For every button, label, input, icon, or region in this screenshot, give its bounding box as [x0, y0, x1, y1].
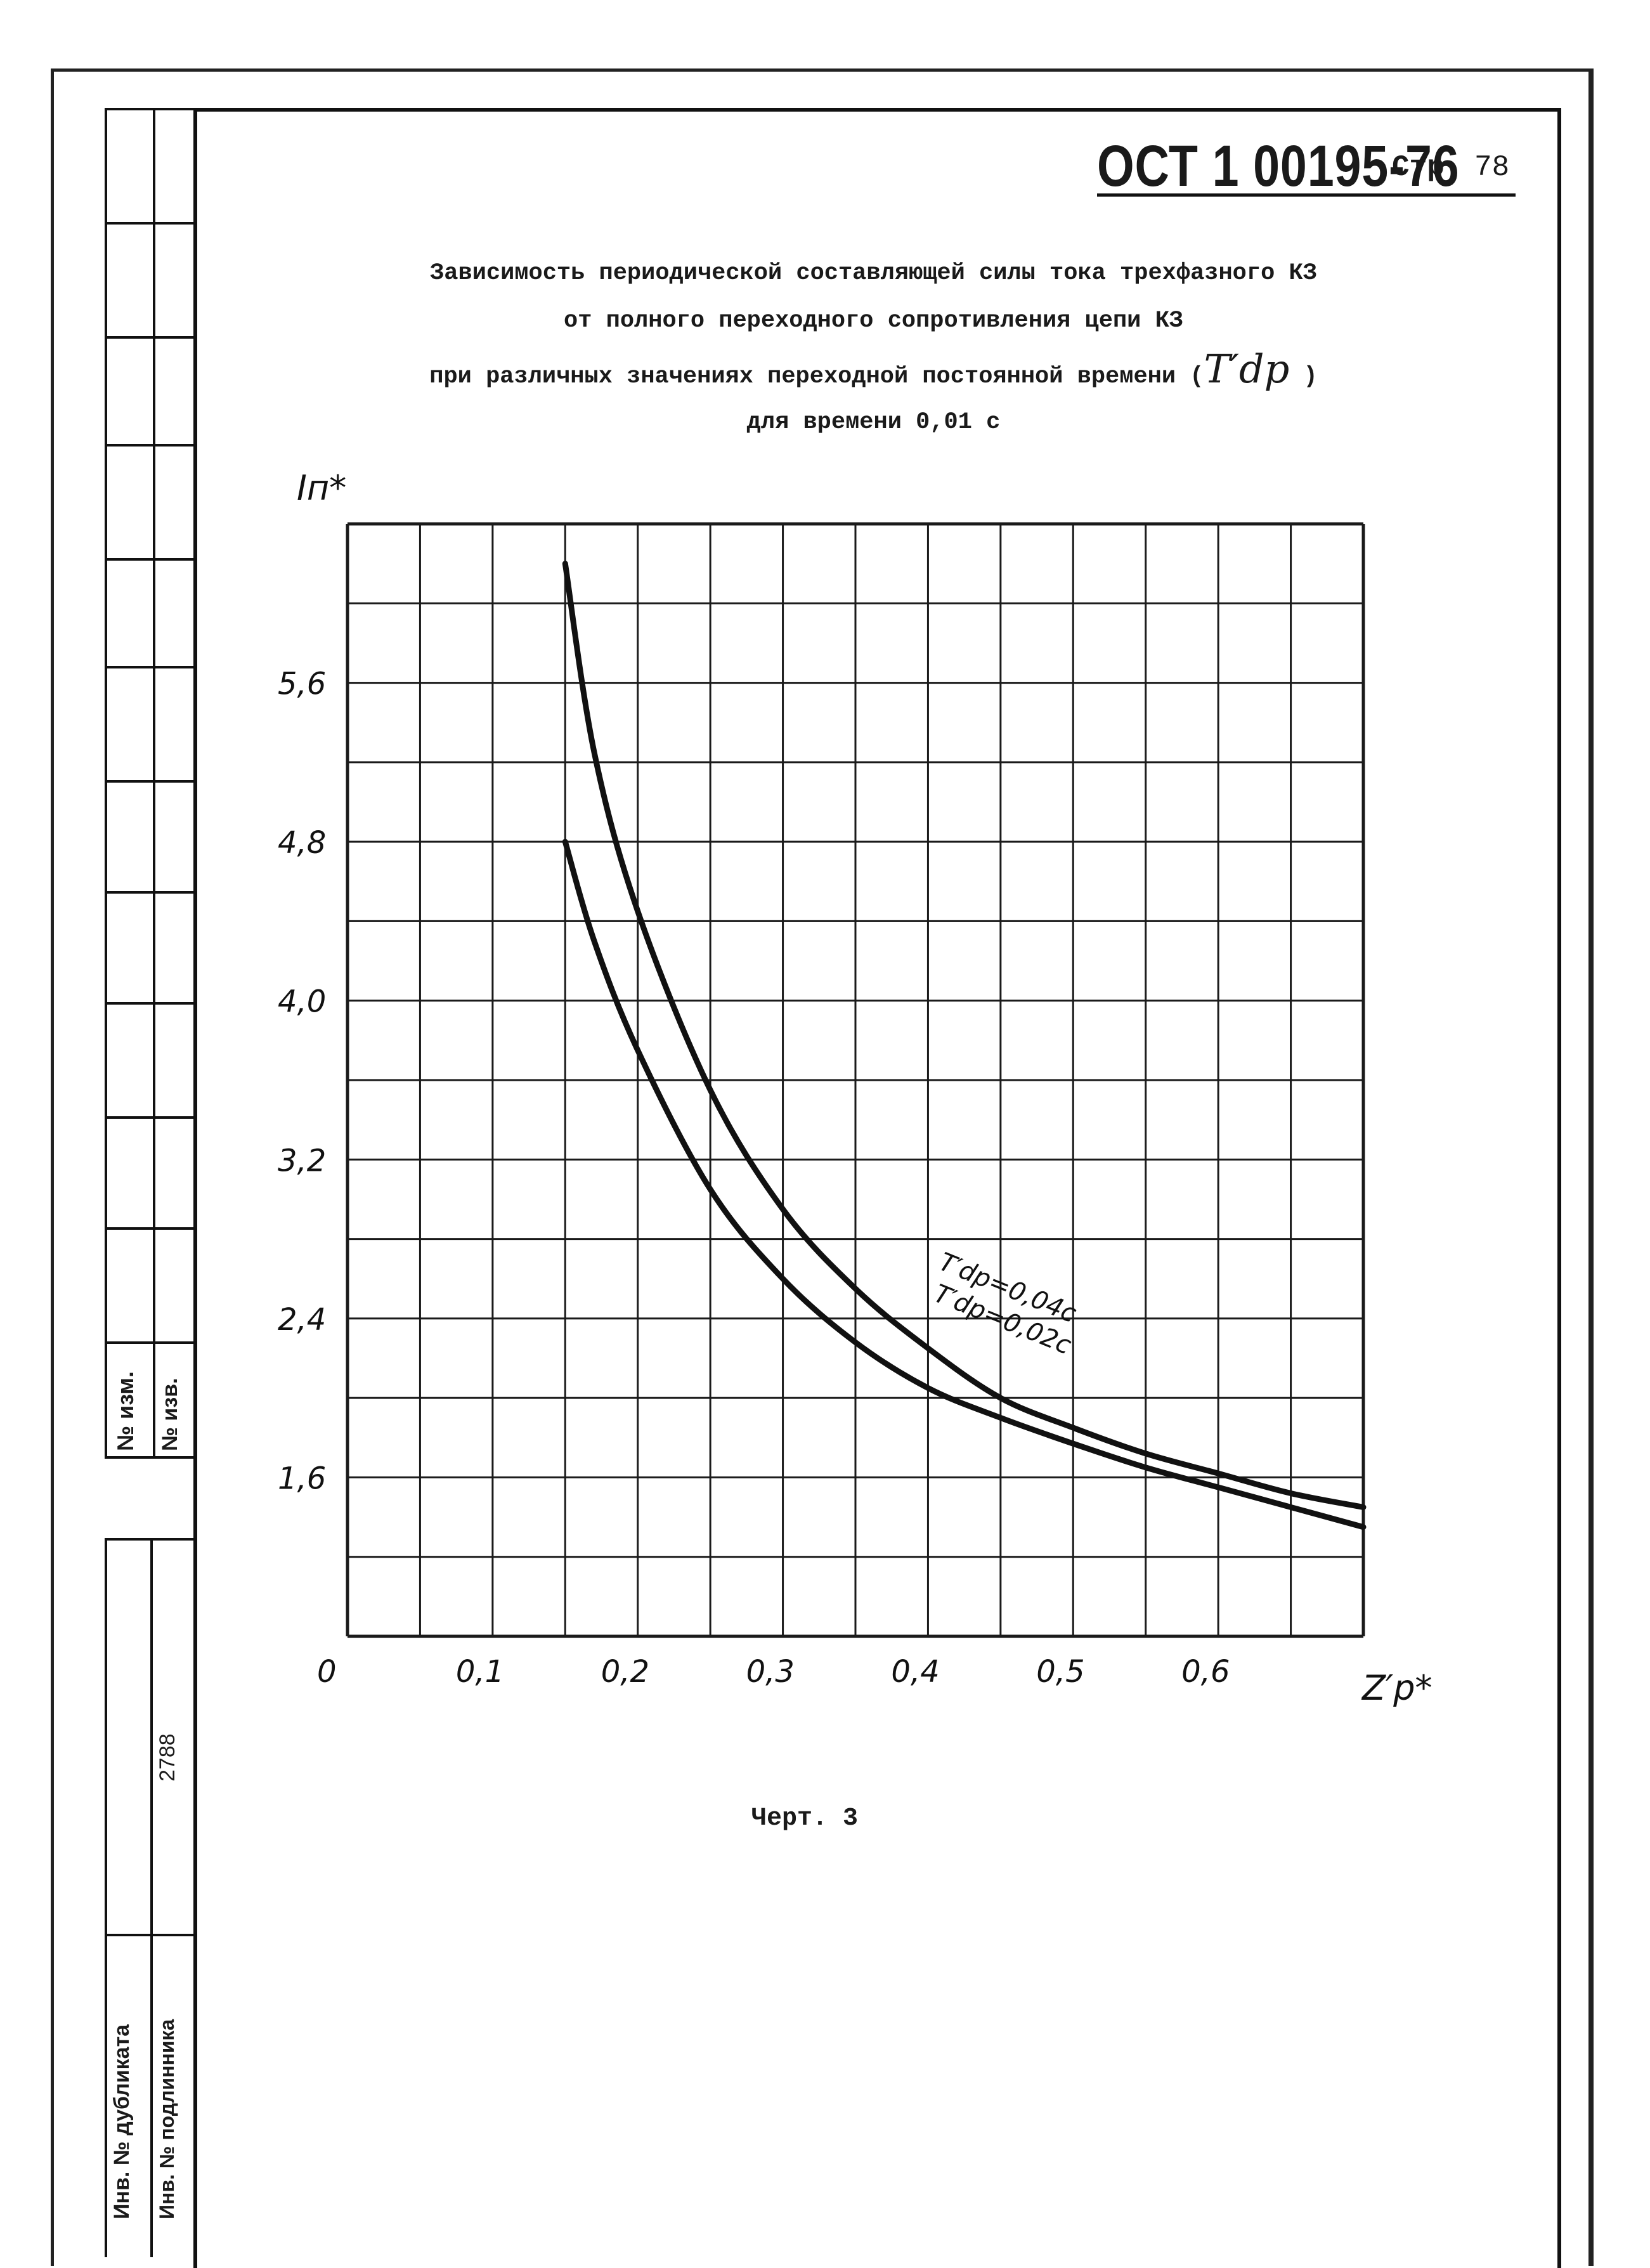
y-tick-label: 2,4	[278, 1302, 326, 1338]
title-line-3-close: )	[1303, 363, 1318, 390]
document-code: ОСТ 1 00195-76	[1097, 134, 1460, 199]
x-tick-label: 0	[317, 1654, 337, 1690]
header-underline	[1097, 193, 1516, 197]
page-label: Стр.	[1392, 151, 1462, 184]
margin-stamp-bottom: 2788 Инв. № дубликата Инв. № подлинника	[105, 1538, 196, 2257]
y-axis-label: Iп*	[297, 468, 346, 508]
y-tick-label: 4,8	[278, 825, 326, 861]
drawing-frame	[193, 108, 1561, 2268]
x-tick-label: 0,4	[891, 1654, 939, 1690]
chart-series	[562, 561, 1367, 1530]
chart-grid	[346, 522, 1365, 1638]
series-line-002	[562, 838, 1367, 1530]
page-number: 78	[1474, 151, 1510, 184]
y-tick-label: 5,6	[278, 667, 326, 702]
x-tick-label: 0,2	[601, 1654, 649, 1690]
outer-frame	[51, 68, 1594, 2266]
time-constant-symbol: T′dp	[1204, 346, 1290, 392]
x-tick-label: 0,3	[746, 1654, 795, 1690]
chart-ticks: 1,6 2,4 3,2 4,0 4,8 5,6 0 0,1 0,2 0,3 0,4 0,5 0,6	[278, 667, 1230, 1690]
title-line-4: для времени 0,01 с	[746, 409, 1001, 436]
x-axis-label: Z′p*	[1361, 1668, 1432, 1708]
title-line-3: при различных значениях переходной посто…	[193, 346, 1554, 392]
title-line-1: Зависимость периодической составляющей с…	[430, 260, 1317, 287]
series-line-004	[562, 561, 1367, 1510]
x-tick-label: 0,1	[456, 1654, 504, 1690]
title-line-2: от полного переходного сопротивления цеп…	[564, 308, 1183, 334]
title-line-3-text: при различных значениях переходной посто…	[429, 363, 1204, 390]
y-tick-label: 4,0	[278, 984, 326, 1020]
figure-caption: Черт. 3	[751, 1804, 859, 1833]
y-tick-label: 1,6	[278, 1461, 326, 1496]
x-tick-label: 0,5	[1036, 1654, 1084, 1690]
margin-strip-top: № изм. № изв.	[105, 108, 196, 1459]
x-tick-label: 0,6	[1181, 1654, 1230, 1690]
y-tick-label: 3,2	[278, 1143, 326, 1178]
